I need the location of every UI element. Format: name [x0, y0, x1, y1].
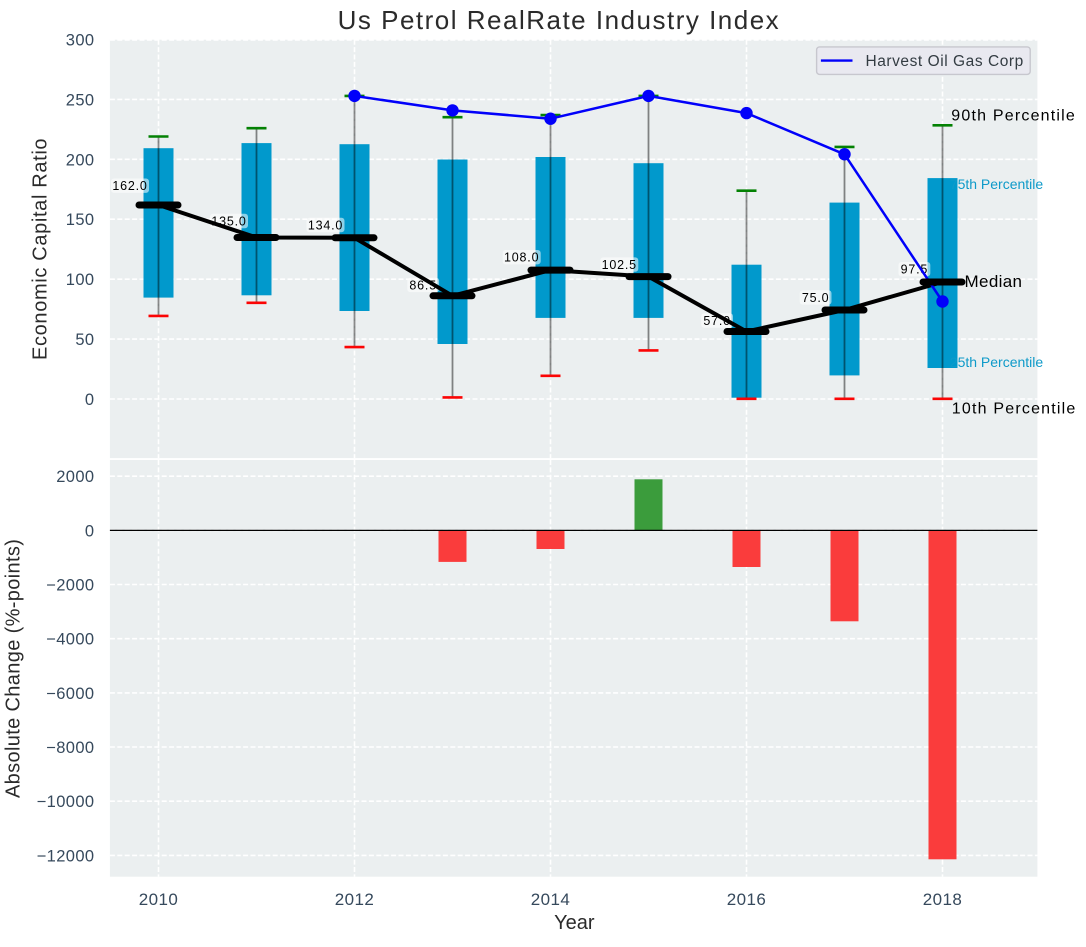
- svg-text:150: 150: [66, 211, 95, 229]
- svg-text:−10000: −10000: [37, 793, 95, 811]
- svg-text:−6000: −6000: [46, 685, 94, 703]
- svg-text:100: 100: [66, 271, 95, 289]
- svg-text:Absolute Change (%-points): Absolute Change (%-points): [3, 539, 25, 798]
- svg-text:75.0: 75.0: [802, 291, 830, 305]
- svg-text:2010: 2010: [139, 890, 178, 909]
- svg-text:25th Percentile: 25th Percentile: [950, 354, 1044, 370]
- svg-text:−2000: −2000: [46, 577, 94, 595]
- svg-text:134.0: 134.0: [308, 218, 343, 232]
- svg-text:−8000: −8000: [46, 739, 94, 757]
- svg-text:0: 0: [85, 522, 95, 540]
- svg-text:75th Percentile: 75th Percentile: [950, 176, 1044, 192]
- svg-text:Harvest Oil Gas Corp: Harvest Oil Gas Corp: [866, 53, 1024, 70]
- svg-text:250: 250: [66, 91, 95, 109]
- svg-text:Year: Year: [554, 912, 595, 934]
- svg-text:2016: 2016: [727, 890, 766, 909]
- svg-text:2018: 2018: [923, 890, 962, 909]
- svg-text:102.5: 102.5: [602, 258, 637, 272]
- svg-text:300: 300: [66, 32, 95, 50]
- svg-text:−4000: −4000: [46, 631, 94, 649]
- svg-text:200: 200: [66, 151, 95, 169]
- svg-text:50: 50: [75, 331, 94, 349]
- svg-text:2000: 2000: [56, 468, 94, 486]
- svg-text:2014: 2014: [531, 890, 570, 909]
- svg-text:Economic Capital Ratio: Economic Capital Ratio: [30, 138, 52, 360]
- svg-text:Us Petrol RealRate Industry In: Us Petrol RealRate Industry Index: [338, 5, 781, 35]
- svg-text:Median: Median: [965, 272, 1023, 291]
- svg-text:108.0: 108.0: [504, 251, 539, 265]
- svg-text:−12000: −12000: [37, 847, 95, 865]
- svg-text:10th Percentile: 10th Percentile: [952, 401, 1077, 418]
- svg-text:0: 0: [85, 391, 95, 409]
- svg-text:97.5: 97.5: [901, 263, 929, 277]
- svg-text:90th Percentile: 90th Percentile: [951, 107, 1076, 124]
- svg-text:162.0: 162.0: [112, 179, 147, 193]
- svg-text:2012: 2012: [335, 890, 374, 909]
